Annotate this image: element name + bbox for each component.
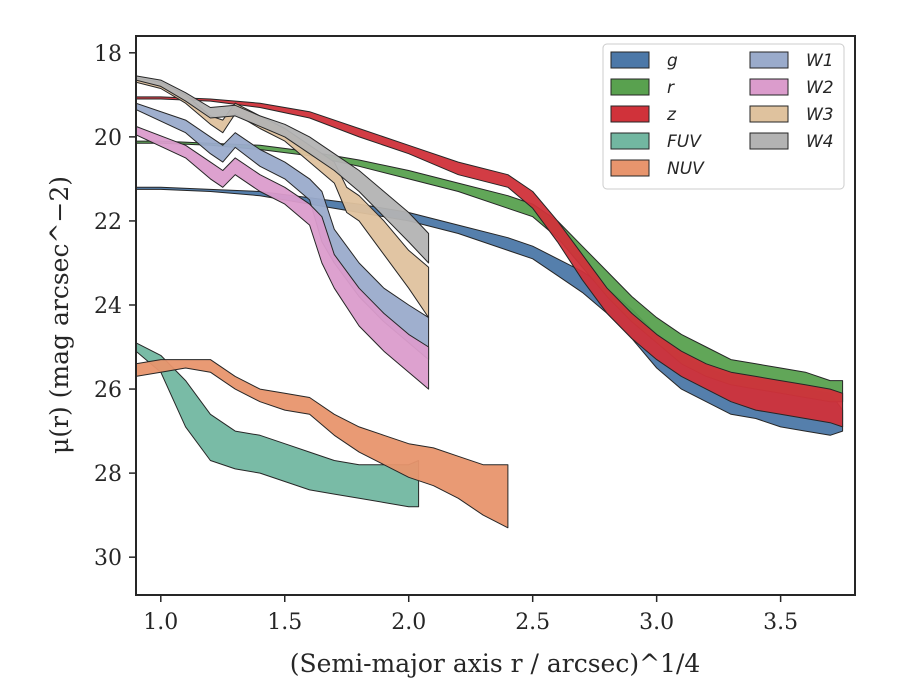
- legend-swatch-fuv: [610, 132, 650, 150]
- x-tick-label: 3.5: [763, 610, 798, 635]
- y-tick-label: 20: [94, 126, 122, 151]
- x-tick-label: 1.0: [143, 610, 178, 635]
- x-tick-label: 1.5: [267, 610, 302, 635]
- legend-swatch-r: [610, 78, 650, 96]
- legend-swatch-nuv: [610, 159, 650, 177]
- y-tick-label: 22: [94, 210, 122, 235]
- x-axis-ticks: 1.0 1.5 2.0 2.5 3.0 3.5: [143, 595, 798, 635]
- x-tick-label: 3.0: [639, 610, 674, 635]
- series-band-w3: [136, 77, 430, 319]
- plot-frame: [135, 35, 856, 596]
- legend-swatch-w4: [749, 132, 789, 150]
- series-band-w4: [136, 75, 430, 264]
- y-axis-ticks: 18 20 22 24 26 28 30: [94, 42, 136, 571]
- x-axis-label: (Semi-major axis r / arcsec)^1/4: [290, 649, 701, 678]
- series-band-nuv: [136, 359, 509, 529]
- y-tick-label: 28: [94, 462, 122, 487]
- legend-label-g: g: [667, 51, 678, 71]
- legend-label-nuv: NUV: [667, 159, 705, 179]
- legend-swatch-w2: [749, 78, 789, 96]
- legend: grz FUV NUV W1 W2 W3 W4: [602, 43, 845, 190]
- y-tick-label: 18: [94, 42, 122, 67]
- legend-label-fuv: FUV: [667, 132, 702, 152]
- legend-label-w3: W3: [806, 105, 834, 125]
- series-band-g: [136, 186, 844, 436]
- legend-label-z: z: [666, 105, 677, 125]
- legend-swatch-z: [610, 105, 650, 123]
- x-tick-label: 2.0: [391, 610, 426, 635]
- legend-label-w2: W2: [806, 78, 834, 98]
- y-tick-label: 26: [94, 378, 122, 403]
- legend-swatch-g: [610, 51, 650, 69]
- x-tick-label: 2.5: [515, 610, 550, 635]
- series-bands: [136, 75, 844, 529]
- legend-label-w1: W1: [806, 51, 834, 71]
- y-axis-label: μ(r) (mag arcsec^−2): [45, 176, 74, 454]
- series-band-w2: [136, 125, 430, 390]
- y-tick-label: 30: [94, 546, 122, 571]
- y-tick-label: 24: [94, 294, 122, 319]
- legend-label-r: r: [667, 78, 675, 98]
- legend-swatch-w3: [749, 105, 789, 123]
- series-band-fuv: [136, 342, 420, 508]
- series-band-z: [136, 96, 844, 428]
- legend-swatch-w1: [749, 51, 789, 69]
- legend-label-w4: W4: [806, 132, 834, 152]
